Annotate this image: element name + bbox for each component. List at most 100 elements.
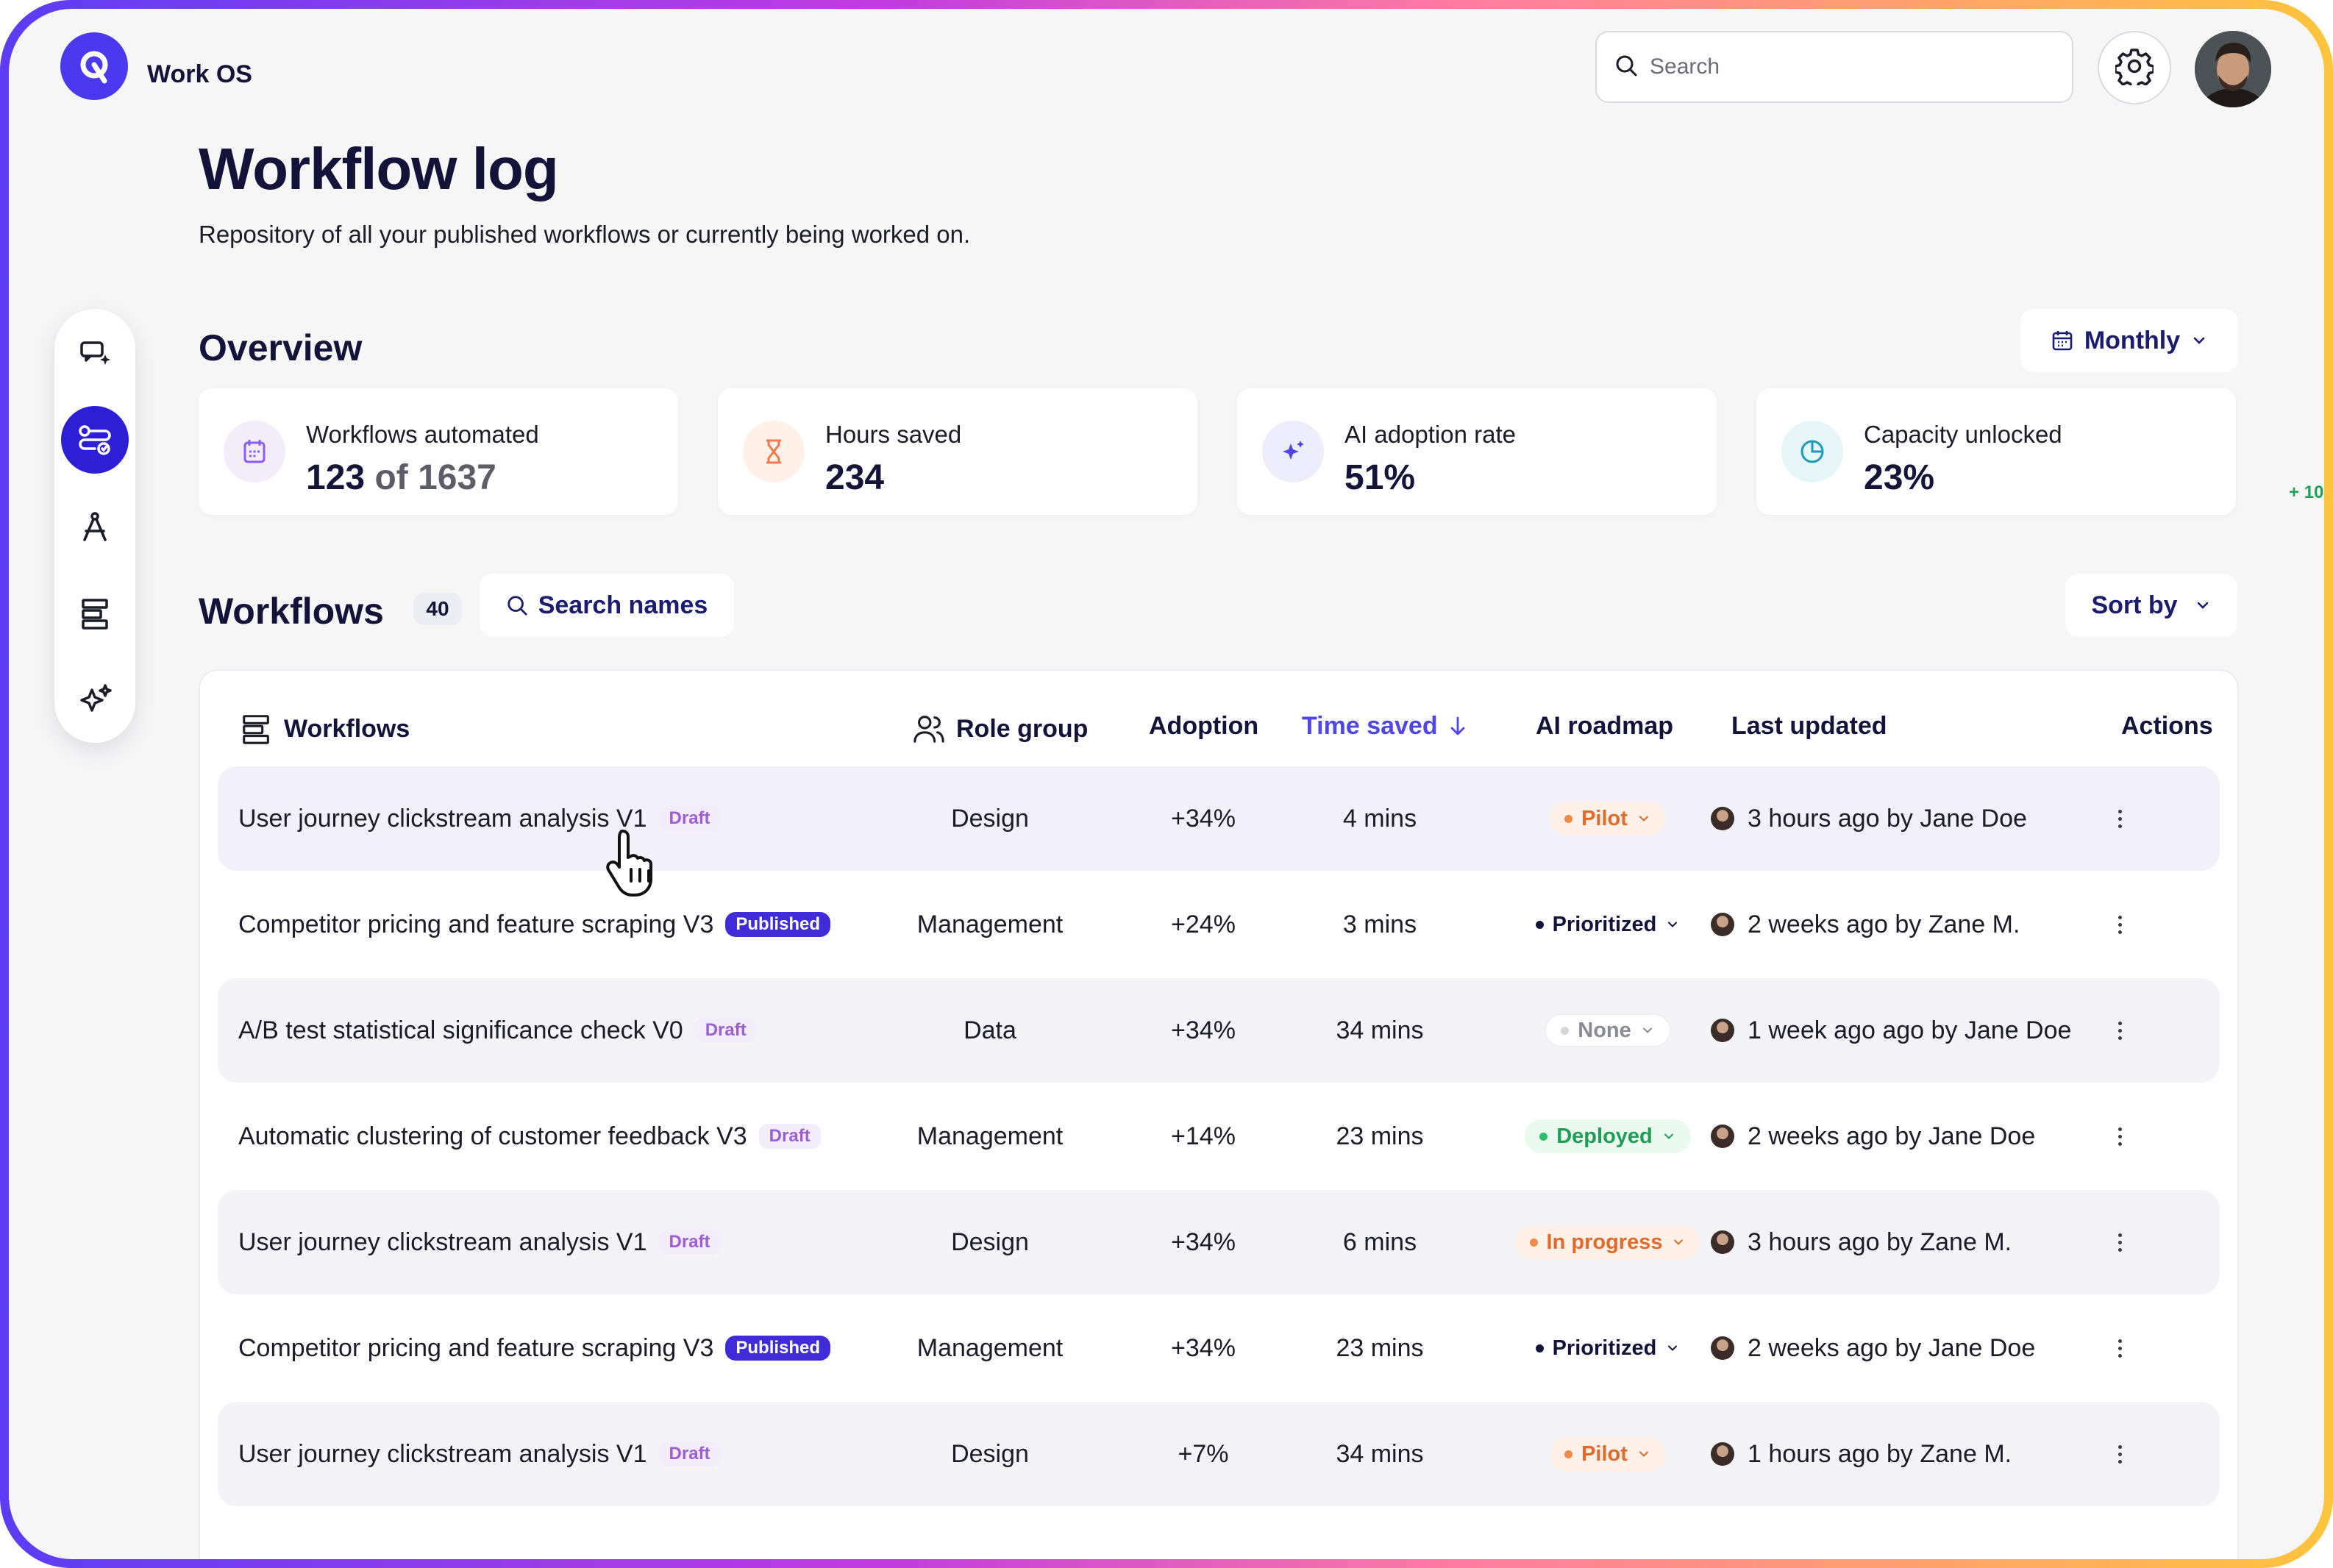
workflow-name[interactable]: Competitor pricing and feature scraping …: [238, 910, 714, 938]
stat-label: Capacity unlocked: [1864, 421, 2062, 448]
workflow-name-cell[interactable]: User journey clickstream analysis V1 Dra…: [238, 766, 721, 871]
sort-by-label: Sort by: [2091, 591, 2178, 619]
user-avatar[interactable]: [2195, 31, 2271, 107]
search-names-button[interactable]: Search names: [480, 574, 734, 637]
column-header-workflows[interactable]: Workflows: [240, 712, 410, 746]
stat-value: 234: [825, 458, 885, 497]
settings-button[interactable]: [2098, 31, 2171, 104]
workflow-name-cell[interactable]: User journey clickstream analysis V1 Dra…: [238, 1402, 721, 1506]
workflow-name[interactable]: User journey clickstream analysis V1: [238, 1439, 647, 1468]
table-row[interactable]: User journey clickstream analysis V1 Dra…: [218, 766, 2220, 871]
adoption-cell: +34%: [1171, 804, 1236, 833]
chevron-down-icon: [1639, 816, 1648, 822]
workflow-status-tag: Draft: [658, 806, 721, 831]
updater-avatar: [1711, 1230, 1734, 1254]
workflows-title: Workflows: [199, 591, 384, 632]
workflow-name[interactable]: Competitor pricing and feature scraping …: [238, 1333, 714, 1362]
row-actions-button[interactable]: [2118, 1402, 2122, 1506]
row-actions-button[interactable]: [2118, 1296, 2122, 1400]
workflow-name-cell[interactable]: Competitor pricing and feature scraping …: [238, 872, 831, 977]
row-actions-button[interactable]: [2118, 1084, 2122, 1189]
workflow-name-cell[interactable]: Competitor pricing and feature scraping …: [238, 1296, 831, 1400]
search-input[interactable]: [1650, 54, 2047, 79]
column-header-role-group[interactable]: Role group: [912, 712, 1088, 746]
time-saved-cell: 34 mins: [1336, 1016, 1424, 1044]
workflow-name[interactable]: User journey clickstream analysis V1: [238, 1227, 647, 1256]
workflow-status-tag: Published: [725, 1336, 831, 1361]
table-row[interactable]: A/B test statistical significance check …: [218, 978, 2220, 1083]
workflow-name-cell[interactable]: Automatic clustering of customer feedbac…: [238, 1084, 821, 1189]
workflow-name[interactable]: User journey clickstream analysis V1: [238, 804, 647, 833]
stat-card-hours-saved: Hours saved 234: [718, 388, 1197, 515]
roadmap-status-dropdown[interactable]: Pilot: [1550, 1437, 1666, 1471]
sidebar-item-library[interactable]: [61, 580, 129, 647]
stat-label: Hours saved: [825, 421, 962, 448]
workflow-name[interactable]: A/B test statistical significance check …: [238, 1016, 683, 1044]
column-header-ai-roadmap[interactable]: AI roadmap: [1536, 712, 1673, 741]
stat-card-workflows-automated: Workflows automated 123 of 1637: [199, 388, 678, 515]
sort-by-dropdown[interactable]: Sort by: [2065, 574, 2237, 637]
stat-card-ai-adoption: AI adoption rate 51%: [1237, 388, 1717, 515]
more-vertical-icon: [2118, 1127, 2122, 1146]
time-saved-cell: 6 mins: [1342, 1227, 1417, 1256]
updater-avatar: [1711, 913, 1734, 936]
row-actions-button[interactable]: [2118, 766, 2122, 871]
status-dot: [1535, 1344, 1544, 1353]
table-row[interactable]: User journey clickstream analysis V1 Dra…: [218, 1402, 2220, 1506]
page-subtitle: Repository of all your published workflo…: [199, 221, 971, 248]
sidebar-item-chat[interactable]: [61, 319, 129, 387]
workflow-status-tag: Draft: [694, 1018, 757, 1043]
workflow-name[interactable]: Automatic clustering of customer feedbac…: [238, 1122, 747, 1150]
roadmap-status-label: In progress: [1546, 1230, 1663, 1254]
roadmap-status-dropdown[interactable]: Prioritized: [1521, 908, 1695, 941]
workflow-name-cell[interactable]: User journey clickstream analysis V1 Dra…: [238, 1190, 721, 1294]
sidebar-item-workflows[interactable]: [61, 406, 129, 474]
chat-sparkle-icon: [80, 341, 110, 365]
column-header-adoption[interactable]: Adoption: [1149, 712, 1258, 741]
roadmap-status-dropdown[interactable]: None: [1545, 1013, 1671, 1047]
workflow-name-cell[interactable]: A/B test statistical significance check …: [238, 978, 757, 1083]
workflow-status-tag: Draft: [758, 1124, 821, 1149]
time-saved-cell: 23 mins: [1336, 1333, 1424, 1362]
row-actions-button[interactable]: [2118, 1190, 2122, 1294]
updater-avatar: [1711, 1125, 1734, 1148]
last-updated-text: 1 hours ago by Zane M.: [1748, 1439, 2012, 1468]
pie-chart-icon: [1781, 421, 1843, 482]
table-row[interactable]: Competitor pricing and feature scraping …: [218, 872, 2220, 977]
row-actions-button[interactable]: [2118, 978, 2122, 1083]
roadmap-status-dropdown[interactable]: In progress: [1514, 1225, 1701, 1259]
last-updated-cell: 2 weeks ago by Zane M.: [1711, 872, 2020, 977]
search-names-label: Search names: [538, 591, 708, 619]
search-icon: [1614, 54, 1638, 81]
roadmap-status-label: Pilot: [1581, 1442, 1628, 1466]
roadmap-status-dropdown[interactable]: Prioritized: [1521, 1331, 1695, 1365]
table-row[interactable]: Competitor pricing and feature scraping …: [218, 1296, 2220, 1400]
stat-card-capacity-unlocked: Capacity unlocked 23%: [1756, 388, 2236, 515]
chevron-down-icon: [1674, 1239, 1684, 1245]
calendar-icon: [2052, 331, 2073, 351]
updater-avatar: [1711, 1019, 1734, 1042]
ai-roadmap-cell: Pilot: [1497, 1402, 1718, 1506]
global-search[interactable]: [1595, 31, 2073, 103]
row-actions-button[interactable]: [2118, 872, 2122, 977]
sidebar-item-design[interactable]: [61, 493, 129, 560]
updater-avatar: [1711, 807, 1734, 830]
roadmap-status-dropdown[interactable]: Pilot: [1550, 802, 1666, 835]
time-saved-cell: 3 mins: [1342, 910, 1417, 938]
table-row[interactable]: Automatic clustering of customer feedbac…: [218, 1084, 2220, 1189]
adoption-cell: +34%: [1171, 1016, 1236, 1044]
roadmap-status-label: Prioritized: [1552, 1336, 1657, 1360]
more-vertical-icon: [2118, 1339, 2122, 1358]
chevron-down-icon: [2193, 337, 2205, 344]
work-os-logo-icon[interactable]: [60, 32, 128, 100]
column-header-last-updated[interactable]: Last updated: [1731, 712, 1887, 741]
column-header-time-saved[interactable]: Time saved: [1302, 712, 1467, 741]
table-row[interactable]: User journey clickstream analysis V1 Dra…: [218, 1190, 2220, 1294]
period-dropdown[interactable]: Monthly: [2020, 309, 2238, 372]
arrow-down-icon: [1450, 716, 1464, 735]
sidebar-item-ai[interactable]: [61, 666, 129, 734]
roadmap-status-dropdown[interactable]: Deployed: [1525, 1119, 1691, 1153]
status-dot: [1535, 920, 1544, 929]
more-vertical-icon: [2118, 915, 2122, 934]
last-updated-cell: 2 weeks ago by Jane Doe: [1711, 1084, 2035, 1189]
